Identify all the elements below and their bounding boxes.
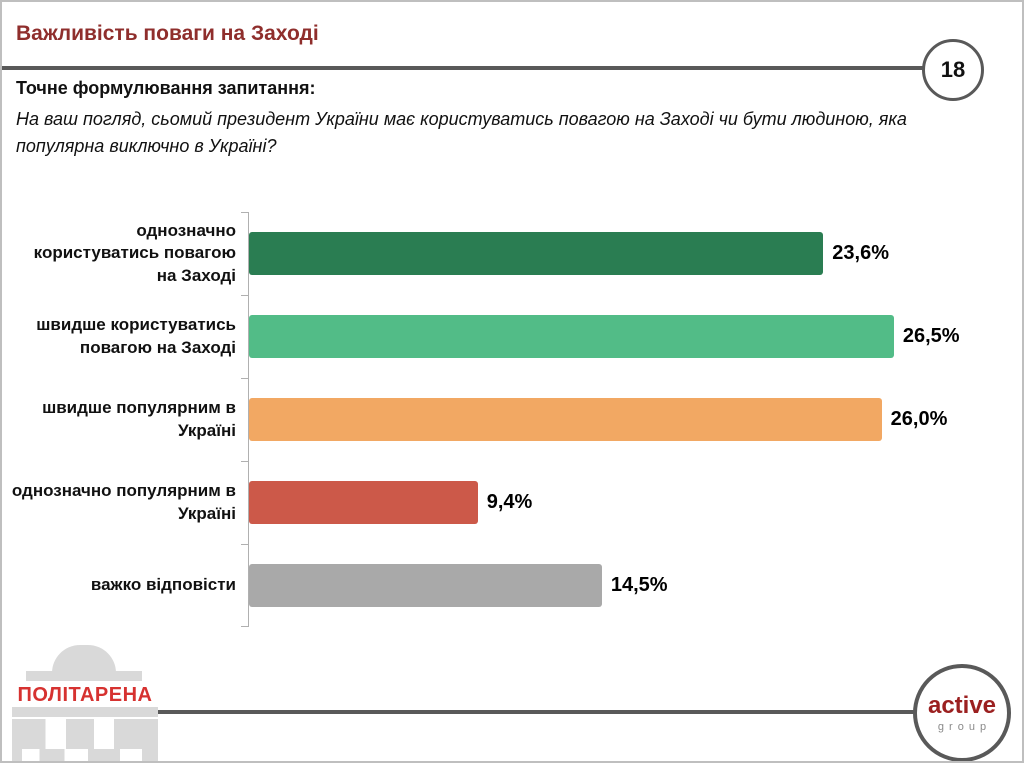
header-divider — [2, 66, 923, 70]
bar-track: 26,5% — [249, 315, 979, 358]
y-axis-line — [248, 212, 249, 627]
value-label: 26,5% — [902, 325, 960, 347]
bar — [249, 481, 478, 524]
building-dome-icon — [52, 645, 116, 673]
page-title: Важливість поваги на Заході — [16, 22, 319, 45]
bar — [249, 232, 824, 275]
question-text: На ваш погляд, сьомий президент України … — [16, 109, 907, 156]
category-label: однозначно користуватись повагою на Захо… — [33, 221, 236, 285]
axis-tick — [241, 544, 249, 545]
chart-row: однозначно користуватись повагою на Захо… — [10, 212, 1018, 295]
active-group-logo-line2: group — [937, 720, 992, 733]
page-number-badge: 18 — [922, 39, 984, 101]
page-number: 18 — [940, 57, 966, 82]
politarena-logo-text: ПОЛІТАРЕНА — [17, 684, 153, 706]
active-group-logo: active group — [913, 664, 1011, 761]
bar-track: 23,6% — [249, 232, 979, 275]
category-label: однозначно популярним в Україні — [11, 481, 236, 523]
axis-tick — [241, 461, 249, 462]
bar-chart-rows: однозначно користуватись повагою на Захо… — [10, 212, 1018, 627]
bar-track: 9,4% — [249, 481, 979, 524]
category-label: швидше користуватись повагою на Заході — [36, 315, 236, 357]
value-label: 9,4% — [486, 491, 533, 513]
chart-row: однозначно популярним в Україні 9,4% — [10, 461, 1018, 544]
axis-tick — [241, 295, 249, 296]
bar — [249, 315, 894, 358]
politarena-logo: ПОЛІТАРЕНА — [10, 643, 160, 761]
chart-row: швидше користуватись повагою на Заході 26… — [10, 295, 1018, 378]
category-label: швидше популярним в Україні — [42, 398, 236, 440]
value-label: 23,6% — [832, 242, 889, 264]
bar-track: 14,5% — [249, 564, 979, 607]
active-group-logo-line1: active — [927, 691, 997, 719]
footer-divider — [158, 710, 915, 714]
building-base-icon — [12, 707, 158, 761]
bar-track: 26,0% — [249, 398, 979, 441]
bar — [249, 398, 882, 441]
axis-tick — [241, 378, 249, 379]
building-cornice-icon — [26, 671, 142, 681]
axis-tick — [241, 626, 249, 627]
axis-tick — [241, 212, 249, 213]
value-label: 14,5% — [610, 574, 668, 596]
chart-row: швидше популярним в Україні 26,0% — [10, 378, 1018, 461]
chart-row: важко відповісти 14,5% — [10, 544, 1018, 627]
bar-chart: однозначно користуватись повагою на Захо… — [10, 212, 1018, 627]
question-label: Точне формулювання запитання: — [16, 78, 316, 98]
bar — [249, 564, 602, 607]
value-label: 26,0% — [890, 408, 948, 430]
category-label: важко відповісти — [90, 575, 236, 595]
